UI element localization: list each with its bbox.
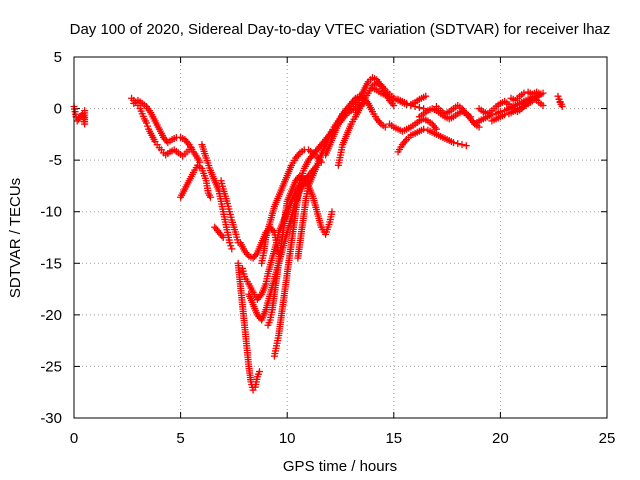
x-tick-label: 15	[385, 430, 402, 447]
data-point	[458, 141, 466, 149]
data-series	[234, 259, 263, 394]
chart-title: Day 100 of 2020, Sidereal Day-to-day VTE…	[70, 21, 611, 38]
data-series	[128, 94, 195, 160]
x-tick-label: 10	[279, 430, 296, 447]
data-point	[206, 193, 214, 201]
data-point	[501, 111, 509, 119]
data-point	[554, 92, 562, 100]
x-axis-label: GPS time / hours	[283, 458, 397, 475]
y-axis-label: SDTVAR / TECUs	[7, 178, 24, 298]
data-point	[142, 119, 150, 127]
data-point	[381, 123, 389, 131]
plot-frame	[73, 56, 608, 419]
data-series	[211, 223, 227, 241]
data-point	[403, 99, 411, 107]
data-point	[539, 101, 547, 109]
data-series	[386, 115, 440, 135]
y-tick-label: -15	[40, 255, 62, 272]
data-point	[462, 142, 470, 150]
data-point	[475, 123, 483, 131]
data-point	[386, 93, 394, 101]
data-series	[432, 101, 483, 131]
y-tick-label: -10	[40, 204, 62, 221]
grid	[74, 57, 607, 418]
y-tick-label: 0	[54, 101, 62, 118]
data-point	[390, 101, 398, 109]
data-series	[394, 125, 470, 156]
y-tick-label: 5	[54, 49, 62, 66]
data-series	[322, 92, 389, 159]
data-point	[255, 368, 263, 376]
data-series	[294, 74, 398, 262]
data-point	[219, 234, 227, 241]
data-point	[555, 95, 563, 103]
data-point	[454, 140, 462, 148]
x-tick-label: 25	[599, 430, 616, 447]
data-point	[328, 208, 336, 216]
data-series	[368, 84, 430, 108]
data-points	[70, 74, 566, 394]
y-tick-label: -30	[40, 410, 62, 427]
data-point	[144, 122, 152, 130]
y-tick-label: -25	[40, 358, 62, 375]
data-series	[554, 92, 566, 111]
data-point	[228, 245, 236, 253]
data-point	[422, 92, 430, 100]
data-series	[198, 141, 236, 253]
data-series	[264, 172, 336, 329]
data-point	[449, 139, 457, 147]
data-point	[227, 242, 235, 250]
data-series	[70, 103, 89, 128]
data-series	[177, 161, 214, 201]
x-tick-label: 5	[176, 430, 184, 447]
x-tick-label: 0	[70, 430, 78, 447]
y-tick-label: -5	[49, 152, 62, 169]
data-point	[415, 104, 423, 112]
data-point	[520, 89, 528, 97]
x-tick-label: 20	[492, 430, 509, 447]
data-series	[507, 88, 545, 104]
data-point	[390, 94, 398, 102]
data-series	[130, 96, 204, 166]
data-point	[81, 107, 89, 115]
data-point	[226, 239, 234, 247]
data-point	[537, 90, 545, 98]
y-tick-label: -20	[40, 307, 62, 324]
data-point	[420, 125, 428, 133]
ticks: 0 5 10 15 20 25 -30 -25 -20 -15 -10 -5 0 5	[40, 49, 615, 447]
